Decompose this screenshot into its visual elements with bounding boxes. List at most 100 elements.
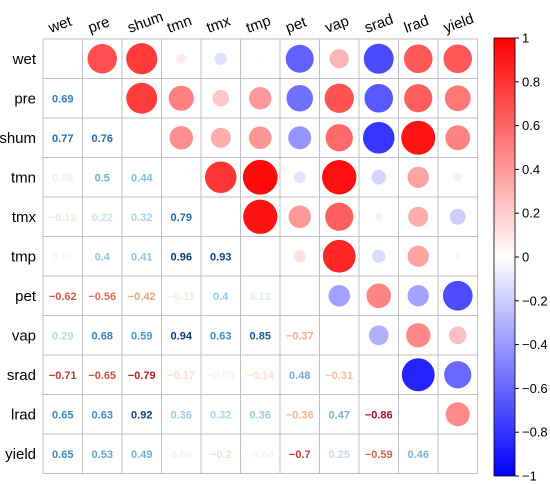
corr-circle-lrad-yield <box>445 402 470 427</box>
corr-value-lrad-vap: 0.47 <box>329 409 350 421</box>
corr-circle-wet-shum <box>126 43 158 75</box>
corr-value-srad-tmn: −0.17 <box>167 370 195 382</box>
corr-value-lrad-shum: 0.92 <box>131 409 152 421</box>
corr-value-tmx-pre: 0.22 <box>92 212 113 224</box>
corr-circle-wet-pre <box>87 44 117 74</box>
corr-circle-tmx-lrad <box>408 206 429 227</box>
col-label-pre: pre <box>86 13 112 36</box>
row-label-shum: shum <box>0 130 36 147</box>
corr-value-srad-wet: −0.71 <box>49 370 77 382</box>
corr-circle-shum-pet <box>288 126 312 150</box>
colorbar-gradient <box>493 37 516 477</box>
corr-circle-tmx-tmp <box>243 199 278 234</box>
corr-circle-tmn-vap <box>322 160 357 195</box>
corr-value-vap-tmx: 0.63 <box>210 330 231 342</box>
corr-value-tmp-tmx: 0.93 <box>210 251 231 263</box>
corr-circle-pre-srad <box>364 83 394 113</box>
corr-circle-tmx-yield <box>449 208 466 225</box>
corr-value-pet-tmx: 0.4 <box>213 291 229 303</box>
corr-circle-pre-pet <box>286 84 314 112</box>
corr-value-srad-vap: −0.31 <box>325 370 353 382</box>
corr-value-tmp-wet: 0.02 <box>52 251 73 263</box>
col-label-wet: wet <box>45 13 74 38</box>
colorbar-tick-label: 0.4 <box>522 162 540 177</box>
colorbar: 1 0.8 0.6 0.4 0.2 0 −0.2 −0.4 −0.6 −0.8 −1 <box>493 31 548 484</box>
corr-circle-pre-tmn <box>168 85 194 111</box>
corr-value-vap-tmp: 0.85 <box>250 330 271 342</box>
colorbar-tick-label: 0.6 <box>522 118 540 133</box>
row-label-wet: wet <box>12 51 37 68</box>
corr-circle-tmp-yield <box>454 252 462 260</box>
corr-value-tmn-shum: 0.44 <box>131 172 153 184</box>
corr-value-vap-shum: 0.59 <box>131 330 152 342</box>
corr-value-yield-lrad: 0.46 <box>408 449 429 461</box>
corr-value-yield-tmx: −0.2 <box>210 449 232 461</box>
row-label-vap: vap <box>12 327 36 344</box>
corr-circle-pet-srad <box>366 283 392 309</box>
corr-value-vap-pre: 0.68 <box>92 330 113 342</box>
corr-value-lrad-wet: 0.65 <box>52 409 73 421</box>
row-label-yield: yield <box>5 446 36 463</box>
corr-circle-wet-lrad <box>403 44 433 74</box>
corr-circle-pre-vap <box>324 83 354 113</box>
corr-value-tmn-wet: 0.08 <box>52 172 73 184</box>
corr-circle-pre-lrad <box>404 84 433 113</box>
corr-value-yield-shum: 0.49 <box>131 449 152 461</box>
corr-value-pet-wet: −0.62 <box>49 291 77 303</box>
corr-circle-srad-yield <box>444 361 472 389</box>
col-label-yield: yield <box>441 10 476 37</box>
corr-circle-shum-lrad <box>401 120 436 155</box>
corr-circle-wet-vap <box>329 49 349 69</box>
corr-circle-pre-yield <box>444 85 471 112</box>
corr-value-vap-pet: −0.37 <box>286 330 314 342</box>
variable-labels: wetpreshumtmntmxtmppetvapsradlradyieldwe… <box>0 8 476 463</box>
corr-value-pet-pre: −0.56 <box>88 291 116 303</box>
corr-value-yield-vap: 0.25 <box>329 449 350 461</box>
corr-circle-shum-tmx <box>210 127 231 148</box>
row-label-tmn: tmn <box>11 169 36 186</box>
corr-value-yield-pet: −0.7 <box>289 449 311 461</box>
corr-value-lrad-tmp: 0.36 <box>250 409 271 421</box>
col-label-lrad: lrad <box>402 12 431 37</box>
corr-circle-shum-tmn <box>169 125 194 150</box>
row-label-lrad: lrad <box>11 406 36 423</box>
corr-circle-pet-yield <box>442 280 473 311</box>
corr-circle-pet-lrad <box>407 285 429 307</box>
corr-value-srad-pet: 0.48 <box>289 370 310 382</box>
corr-circle-wet-srad <box>363 43 394 74</box>
col-label-tmx: tmx <box>204 12 233 36</box>
corr-circle-vap-yield <box>448 326 467 345</box>
row-label-pet: pet <box>15 288 37 305</box>
colorbar-tick-label: 0.2 <box>522 206 540 221</box>
corr-value-srad-tmp: −0.14 <box>246 370 275 382</box>
colorbar-tick-label: −0.8 <box>522 425 548 440</box>
corr-value-yield-tmp: −0.04 <box>246 449 275 461</box>
corr-circle-tmx-srad <box>374 212 383 221</box>
corr-circle-pet-vap <box>328 284 351 307</box>
col-label-vap: vap <box>323 13 352 37</box>
corr-value-tmx-shum: 0.32 <box>131 212 152 224</box>
colorbar-tick-label: −0.4 <box>522 337 548 352</box>
colorbar-tick-label: 0.8 <box>522 74 540 89</box>
corr-value-srad-tmx: −0.05 <box>207 370 235 382</box>
corr-circle-tmp-lrad <box>407 245 429 267</box>
corr-value-vap-tmn: 0.94 <box>171 330 193 342</box>
corr-value-pet-tmn: −0.11 <box>168 291 195 303</box>
col-label-tmn: tmn <box>165 12 194 37</box>
corr-value-tmx-wet: −0.12 <box>49 212 77 224</box>
col-label-shum: shum <box>125 8 165 37</box>
corr-value-lrad-tmx: 0.32 <box>210 409 231 421</box>
corr-circle-tmp-srad <box>372 249 386 263</box>
corr-circle-wet-tmx <box>214 52 227 65</box>
corr-circle-tmn-tmx <box>204 161 237 194</box>
corr-value-tmp-shum: 0.41 <box>131 251 152 263</box>
row-label-srad: srad <box>7 367 36 384</box>
corr-value-lrad-tmn: 0.36 <box>171 409 192 421</box>
corr-circle-tmn-srad <box>371 169 387 185</box>
matrix-cells: 0.69 0.77 0.76 0.08 0.5 0.44 −0.12 0.22 0.32 0.79… <box>49 43 473 461</box>
corr-circle-tmn-pet <box>293 171 306 184</box>
corr-circle-wet-tmp <box>257 56 263 62</box>
corr-circle-tmn-tmp <box>242 159 278 195</box>
row-label-tmx: tmx <box>12 209 37 226</box>
corr-circle-shum-vap <box>325 124 353 152</box>
